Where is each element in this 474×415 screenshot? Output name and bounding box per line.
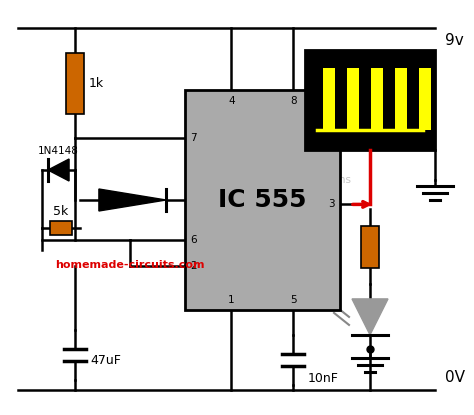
Text: 1: 1 — [228, 295, 235, 305]
Text: 2: 2 — [190, 261, 197, 271]
Polygon shape — [352, 299, 388, 335]
Bar — [371, 68, 383, 130]
Text: 6: 6 — [190, 234, 197, 244]
Text: IC 555: IC 555 — [218, 188, 307, 212]
Text: 9v: 9v — [445, 33, 464, 48]
Text: 1N4148: 1N4148 — [38, 146, 79, 156]
Text: 3: 3 — [328, 199, 335, 210]
Bar — [185, 90, 340, 310]
Bar — [347, 68, 359, 130]
Bar — [395, 68, 407, 130]
Bar — [66, 53, 84, 114]
Text: 1k: 1k — [89, 77, 104, 90]
Text: homemade-circuits.com: homemade-circuits.com — [55, 260, 205, 270]
Text: 5k: 5k — [54, 205, 69, 218]
Bar — [323, 68, 335, 130]
Text: 0V: 0V — [445, 370, 465, 385]
Text: 8: 8 — [290, 96, 297, 106]
Text: 4: 4 — [228, 96, 235, 106]
Text: 10nF: 10nF — [308, 372, 338, 385]
Text: 7: 7 — [190, 133, 197, 144]
Bar — [419, 68, 431, 130]
Bar — [305, 50, 435, 150]
Polygon shape — [48, 159, 69, 181]
Bar — [50, 221, 73, 235]
Text: swagatam innovations: swagatam innovations — [234, 175, 352, 185]
Text: 47uF: 47uF — [90, 354, 121, 366]
Bar — [361, 226, 379, 268]
Polygon shape — [99, 189, 166, 211]
Text: 5: 5 — [290, 295, 297, 305]
